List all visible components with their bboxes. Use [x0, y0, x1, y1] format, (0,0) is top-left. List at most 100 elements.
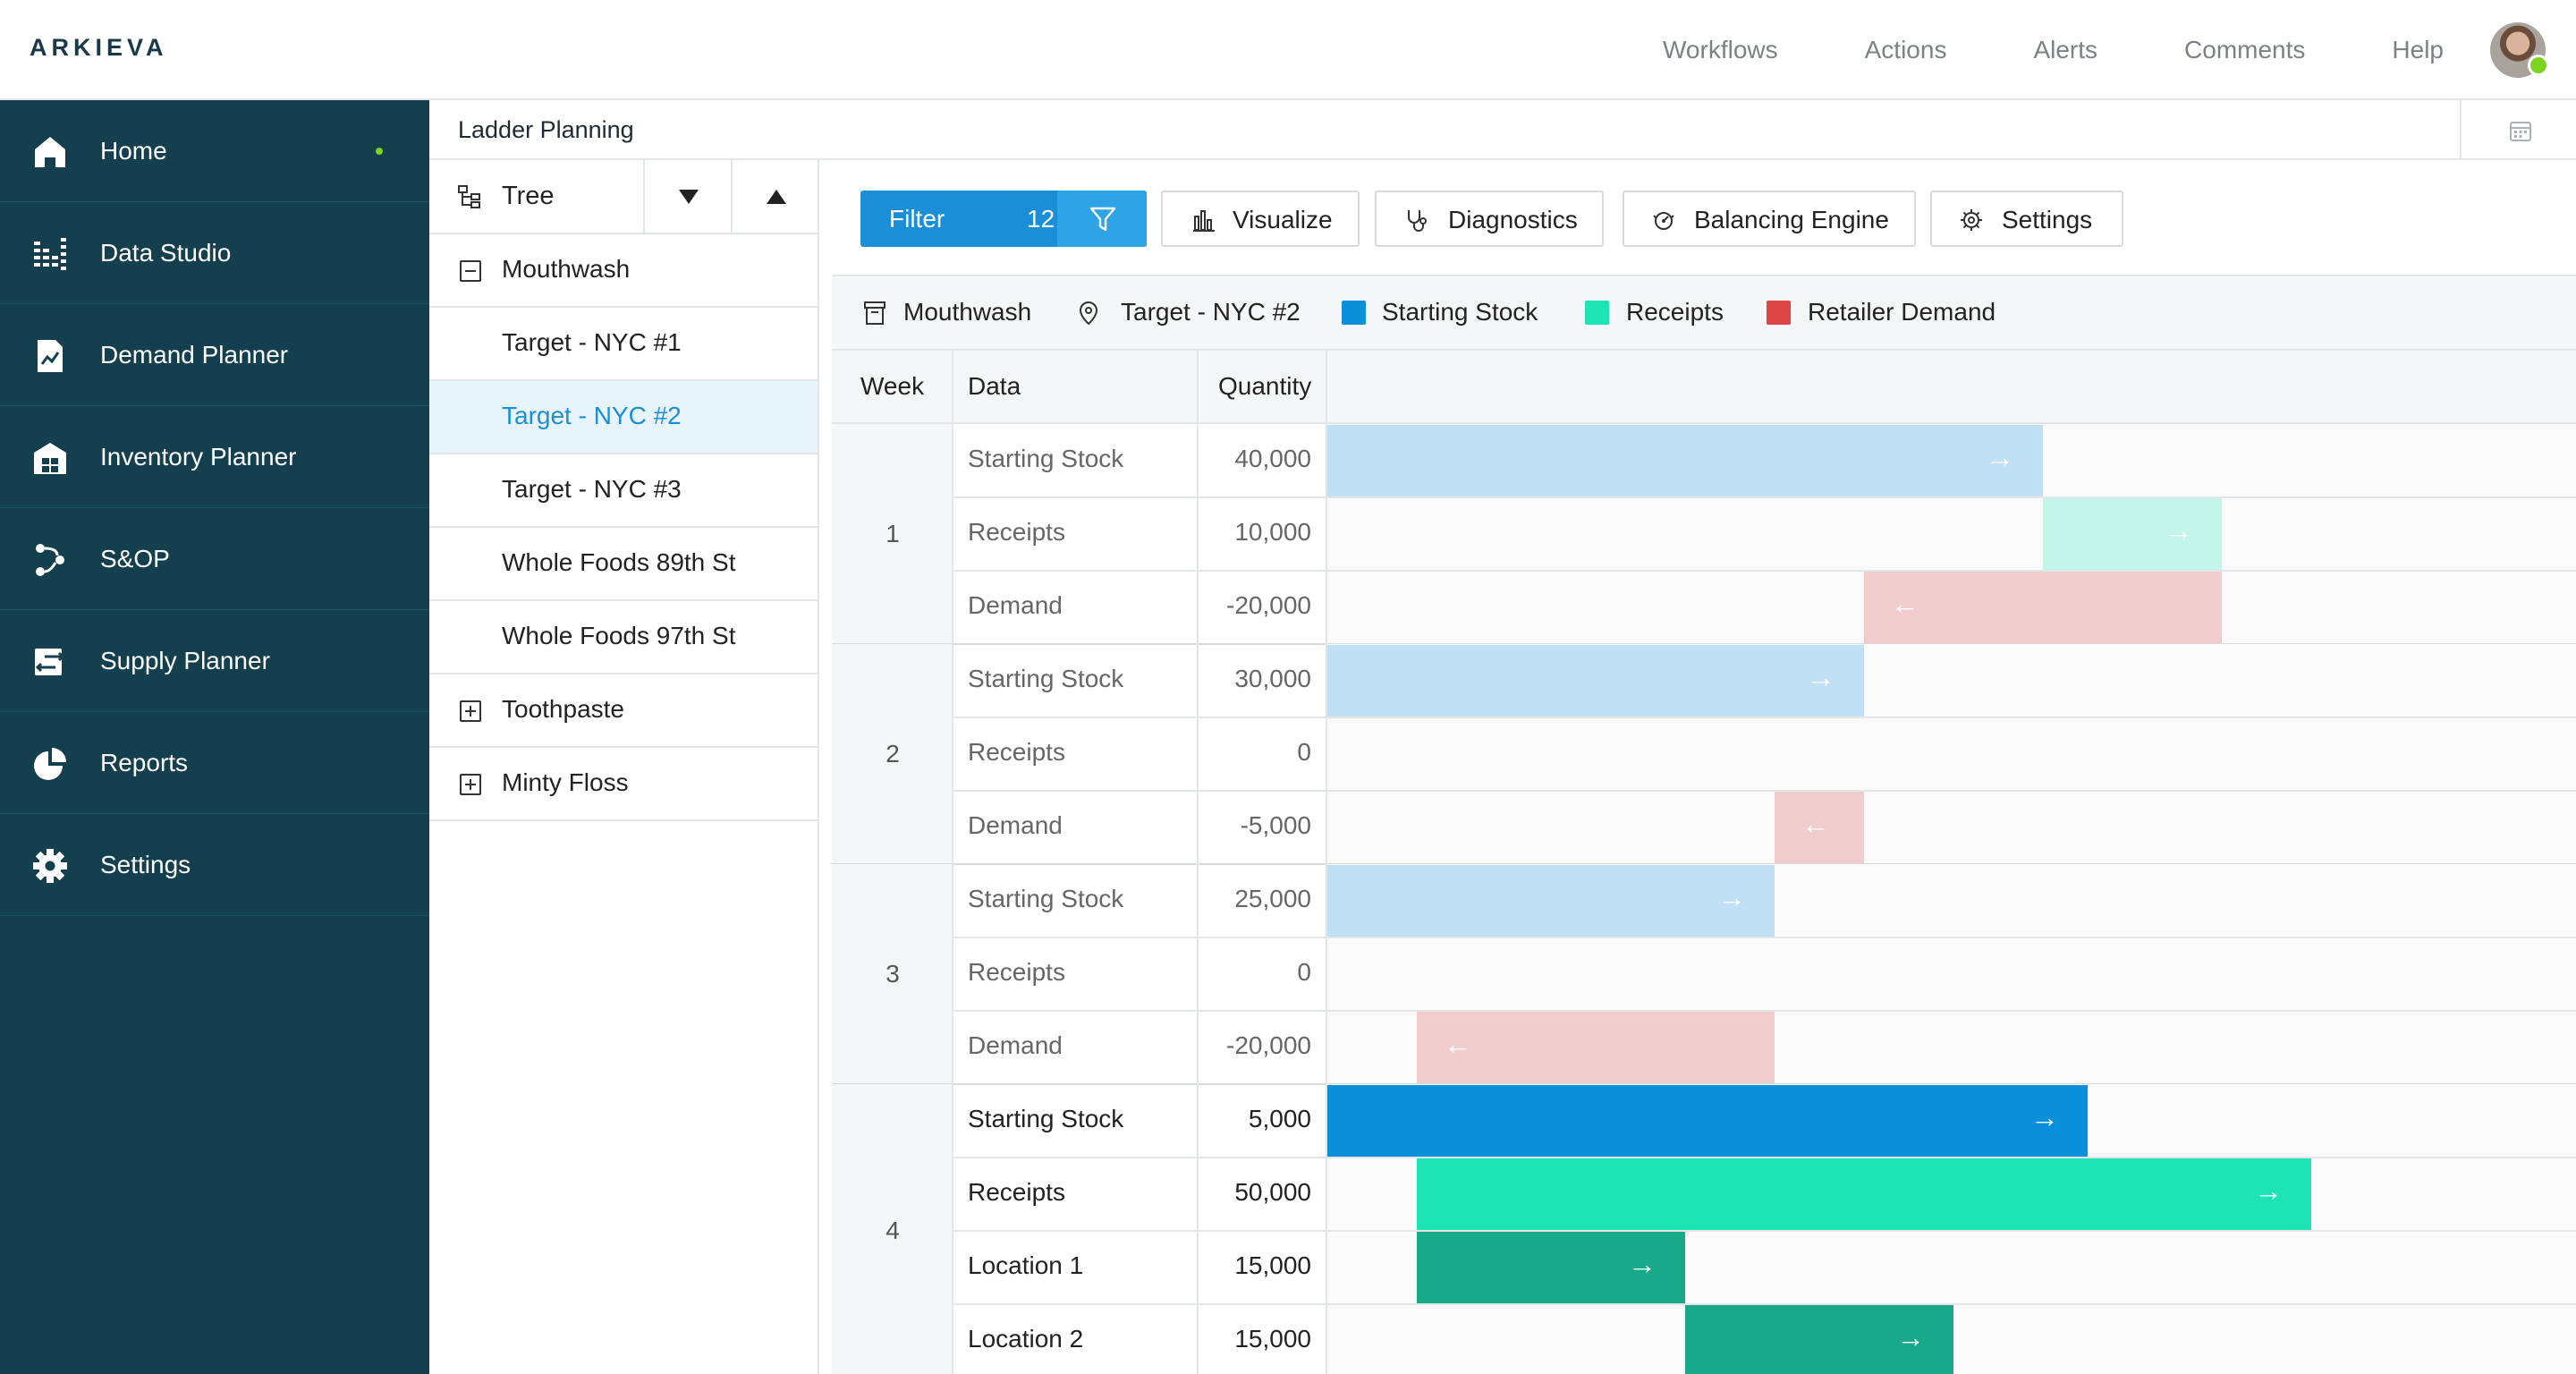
collapse-icon[interactable] — [460, 260, 481, 282]
ladder-bar-starting-stock[interactable]: → — [1327, 1085, 2088, 1157]
table-header: Week Data Quantity — [832, 351, 2576, 424]
balancing-engine-button[interactable]: Balancing Engine — [1623, 191, 1916, 247]
top-nav: Workflows Actions Alerts Comments Help — [1576, 0, 2444, 100]
arrow-left-icon: ← — [1891, 588, 1919, 620]
sidebar-item-label: Settings — [100, 850, 191, 878]
data-label: Starting Stock — [968, 665, 1124, 692]
ladder-bar-location-1[interactable]: → — [1417, 1232, 1685, 1303]
sidebar-item-demand-planner[interactable]: Demand Planner — [0, 304, 429, 406]
sidebar-item-inventory-planner[interactable]: Inventory Planner — [0, 406, 429, 508]
arrow-right-icon: → — [1896, 1321, 1925, 1353]
ladder-bar-starting-stock[interactable]: → — [1327, 425, 2043, 496]
diagnostics-button[interactable]: Diagnostics — [1375, 191, 1604, 247]
ladder-bar-receipts[interactable]: → — [2043, 498, 2222, 570]
quantity-cell[interactable]: 50,000 — [1234, 1178, 1311, 1206]
nav-comments[interactable]: Comments — [2184, 36, 2306, 64]
quantity-cell[interactable]: 25,000 — [1234, 885, 1311, 912]
nav-actions[interactable]: Actions — [1864, 36, 1947, 64]
chart-row-background — [1327, 717, 2576, 791]
data-label: Location 1 — [968, 1251, 1084, 1279]
tree-header: Tree — [429, 160, 818, 234]
column-divider — [1197, 351, 1199, 1374]
quantity-cell[interactable]: 30,000 — [1234, 665, 1311, 692]
arrow-right-icon: → — [2030, 1101, 2059, 1133]
data-label: Starting Stock — [968, 1105, 1124, 1132]
quantity-cell[interactable]: -5,000 — [1240, 811, 1311, 839]
sidebar-item-data-studio[interactable]: Data Studio — [0, 202, 429, 304]
nav-workflows[interactable]: Workflows — [1663, 36, 1778, 64]
gear-icon — [1961, 209, 1982, 231]
column-header-data[interactable]: Data — [968, 372, 1021, 400]
expand-icon[interactable] — [460, 700, 481, 722]
row-divider — [953, 1010, 2576, 1012]
quantity-cell[interactable]: 15,000 — [1234, 1251, 1311, 1279]
filter-button[interactable]: Filter 12 — [860, 191, 1147, 247]
user-avatar[interactable] — [2490, 22, 2549, 78]
visualize-button[interactable]: Visualize — [1161, 191, 1360, 247]
quantity-cell[interactable]: 0 — [1297, 738, 1311, 766]
bar-chart-icon — [1193, 210, 1215, 232]
quantity-cell[interactable]: 40,000 — [1234, 445, 1311, 472]
quantity-cell[interactable]: 10,000 — [1234, 518, 1311, 546]
data-label: Demand — [968, 1031, 1063, 1059]
quantity-cell[interactable]: 0 — [1297, 958, 1311, 986]
data-label: Receipts — [968, 958, 1065, 986]
column-divider — [1326, 351, 1327, 1374]
tree-node-toothpaste[interactable]: Toothpaste — [429, 674, 818, 748]
row-divider — [953, 570, 2576, 572]
row-divider — [953, 1157, 2576, 1158]
main-content: Filter 12 Visualize Diagnostics Balancin… — [832, 160, 2576, 1374]
ladder-bar-receipts[interactable]: → — [1417, 1158, 2311, 1230]
tree-node-whole-foods-97th[interactable]: Whole Foods 97th St — [429, 601, 818, 674]
sidebar-item-sop[interactable]: S&OP — [0, 508, 429, 610]
balancing-engine-label: Balancing Engine — [1694, 206, 1889, 233]
tree-node-target-nyc-1[interactable]: Target - NYC #1 — [429, 308, 818, 381]
tree-node-target-nyc-2[interactable]: Target - NYC #2 — [429, 381, 818, 454]
sidebar-item-home[interactable]: Home — [0, 100, 429, 202]
legend-starting-stock: Starting Stock — [1382, 298, 1538, 326]
calendar-button[interactable] — [2460, 100, 2576, 160]
tree-node-mouthwash[interactable]: Mouthwash — [429, 234, 818, 308]
sidebar-item-settings[interactable]: Settings — [0, 814, 429, 916]
sidebar-item-reports[interactable]: Reports — [0, 712, 429, 814]
ladder-bar-demand[interactable]: ← — [1775, 792, 1864, 863]
caret-up-icon — [767, 190, 786, 204]
nav-help[interactable]: Help — [2392, 36, 2444, 64]
ladder-bar-starting-stock[interactable]: → — [1327, 645, 1864, 717]
ladder-bar-demand[interactable]: ← — [1864, 572, 2222, 643]
brand-logo[interactable]: ARKIEVA — [30, 34, 168, 61]
quantity-cell[interactable]: -20,000 — [1226, 1031, 1311, 1059]
active-dot — [376, 147, 383, 155]
chart-row-background — [1327, 937, 2576, 1011]
sidebar-item-supply-planner[interactable]: Supply Planner — [0, 610, 429, 712]
data-label: Receipts — [968, 738, 1065, 766]
sidebar-item-label: Supply Planner — [100, 646, 270, 674]
sidebar-item-label: Inventory Planner — [100, 442, 297, 471]
tree-node-minty-floss[interactable]: Minty Floss — [429, 748, 818, 821]
data-label: Receipts — [968, 1178, 1065, 1206]
legend-bar: Mouthwash Target - NYC #2 Starting Stock… — [832, 276, 2576, 351]
sidebar-item-label: S&OP — [100, 544, 170, 572]
tree-expand-button[interactable] — [643, 160, 730, 234]
quantity-cell[interactable]: -20,000 — [1226, 591, 1311, 619]
ladder-bar-starting-stock[interactable]: → — [1327, 865, 1775, 937]
tree-node-label: Target - NYC #3 — [502, 475, 682, 503]
column-divider — [952, 351, 953, 1374]
quantity-cell[interactable]: 15,000 — [1234, 1325, 1311, 1353]
tree-node-whole-foods-89th[interactable]: Whole Foods 89th St — [429, 528, 818, 601]
ladder-bar-location-2[interactable]: → — [1685, 1305, 1953, 1374]
data-label: Demand — [968, 811, 1063, 839]
column-header-quantity[interactable]: Quantity — [1218, 372, 1312, 400]
tree-node-target-nyc-3[interactable]: Target - NYC #3 — [429, 454, 818, 528]
expand-icon[interactable] — [460, 774, 481, 795]
nav-alerts[interactable]: Alerts — [2033, 36, 2098, 64]
location-pin-icon — [1079, 301, 1098, 326]
tree-collapse-button[interactable] — [731, 160, 818, 234]
settings-button[interactable]: Settings — [1930, 191, 2123, 247]
filter-funnel-button[interactable] — [1057, 191, 1147, 247]
column-header-week[interactable]: Week — [860, 372, 925, 400]
ladder-bar-demand[interactable]: ← — [1417, 1012, 1775, 1083]
settings-label: Settings — [2002, 206, 2093, 233]
sidebar-item-label: Home — [100, 136, 167, 165]
quantity-cell[interactable]: 5,000 — [1248, 1105, 1311, 1132]
